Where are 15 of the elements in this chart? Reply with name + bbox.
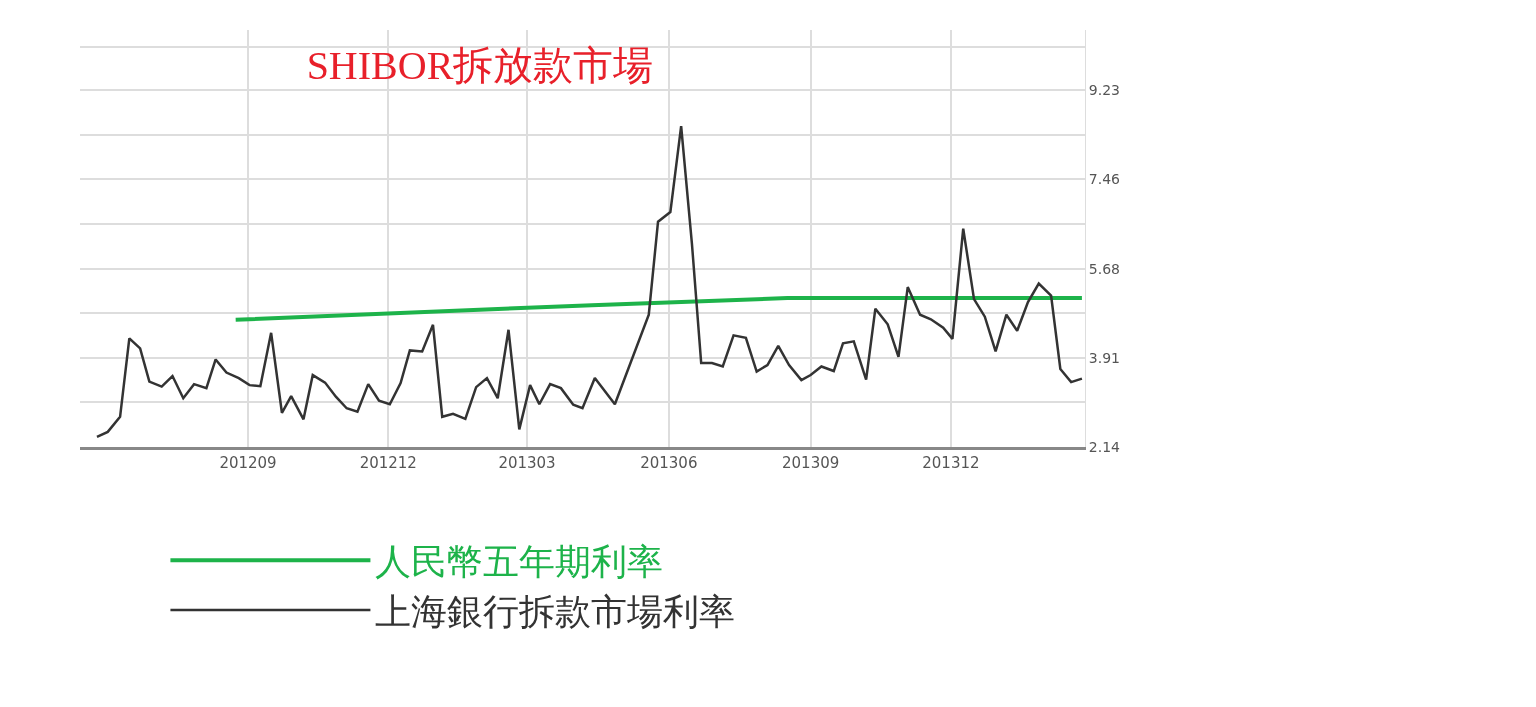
x-tick-label: 201209 [219, 454, 277, 472]
line-series [95, 124, 1084, 439]
text: 上海銀行拆款市場利率 [375, 592, 736, 633]
chart-title: SHIBOR拆放款市場 [306, 43, 654, 88]
x-tick-label: 201212 [359, 454, 417, 472]
x-tick-label: 201303 [498, 454, 556, 472]
x-tick-label: 201309 [782, 454, 840, 472]
y-tick-label: 9.23 [1088, 82, 1120, 99]
x-tick-label: 201312 [922, 454, 980, 472]
y-tick-label: 2.14 [1088, 438, 1121, 455]
x-tick-label: 201306 [640, 454, 698, 472]
text: 人民幣五年期利率 [375, 542, 664, 583]
y-tick-label: 3.91 [1088, 349, 1120, 366]
y-tick-label: 7.46 [1088, 171, 1121, 188]
y-tick-label: 5.68 [1088, 260, 1120, 277]
